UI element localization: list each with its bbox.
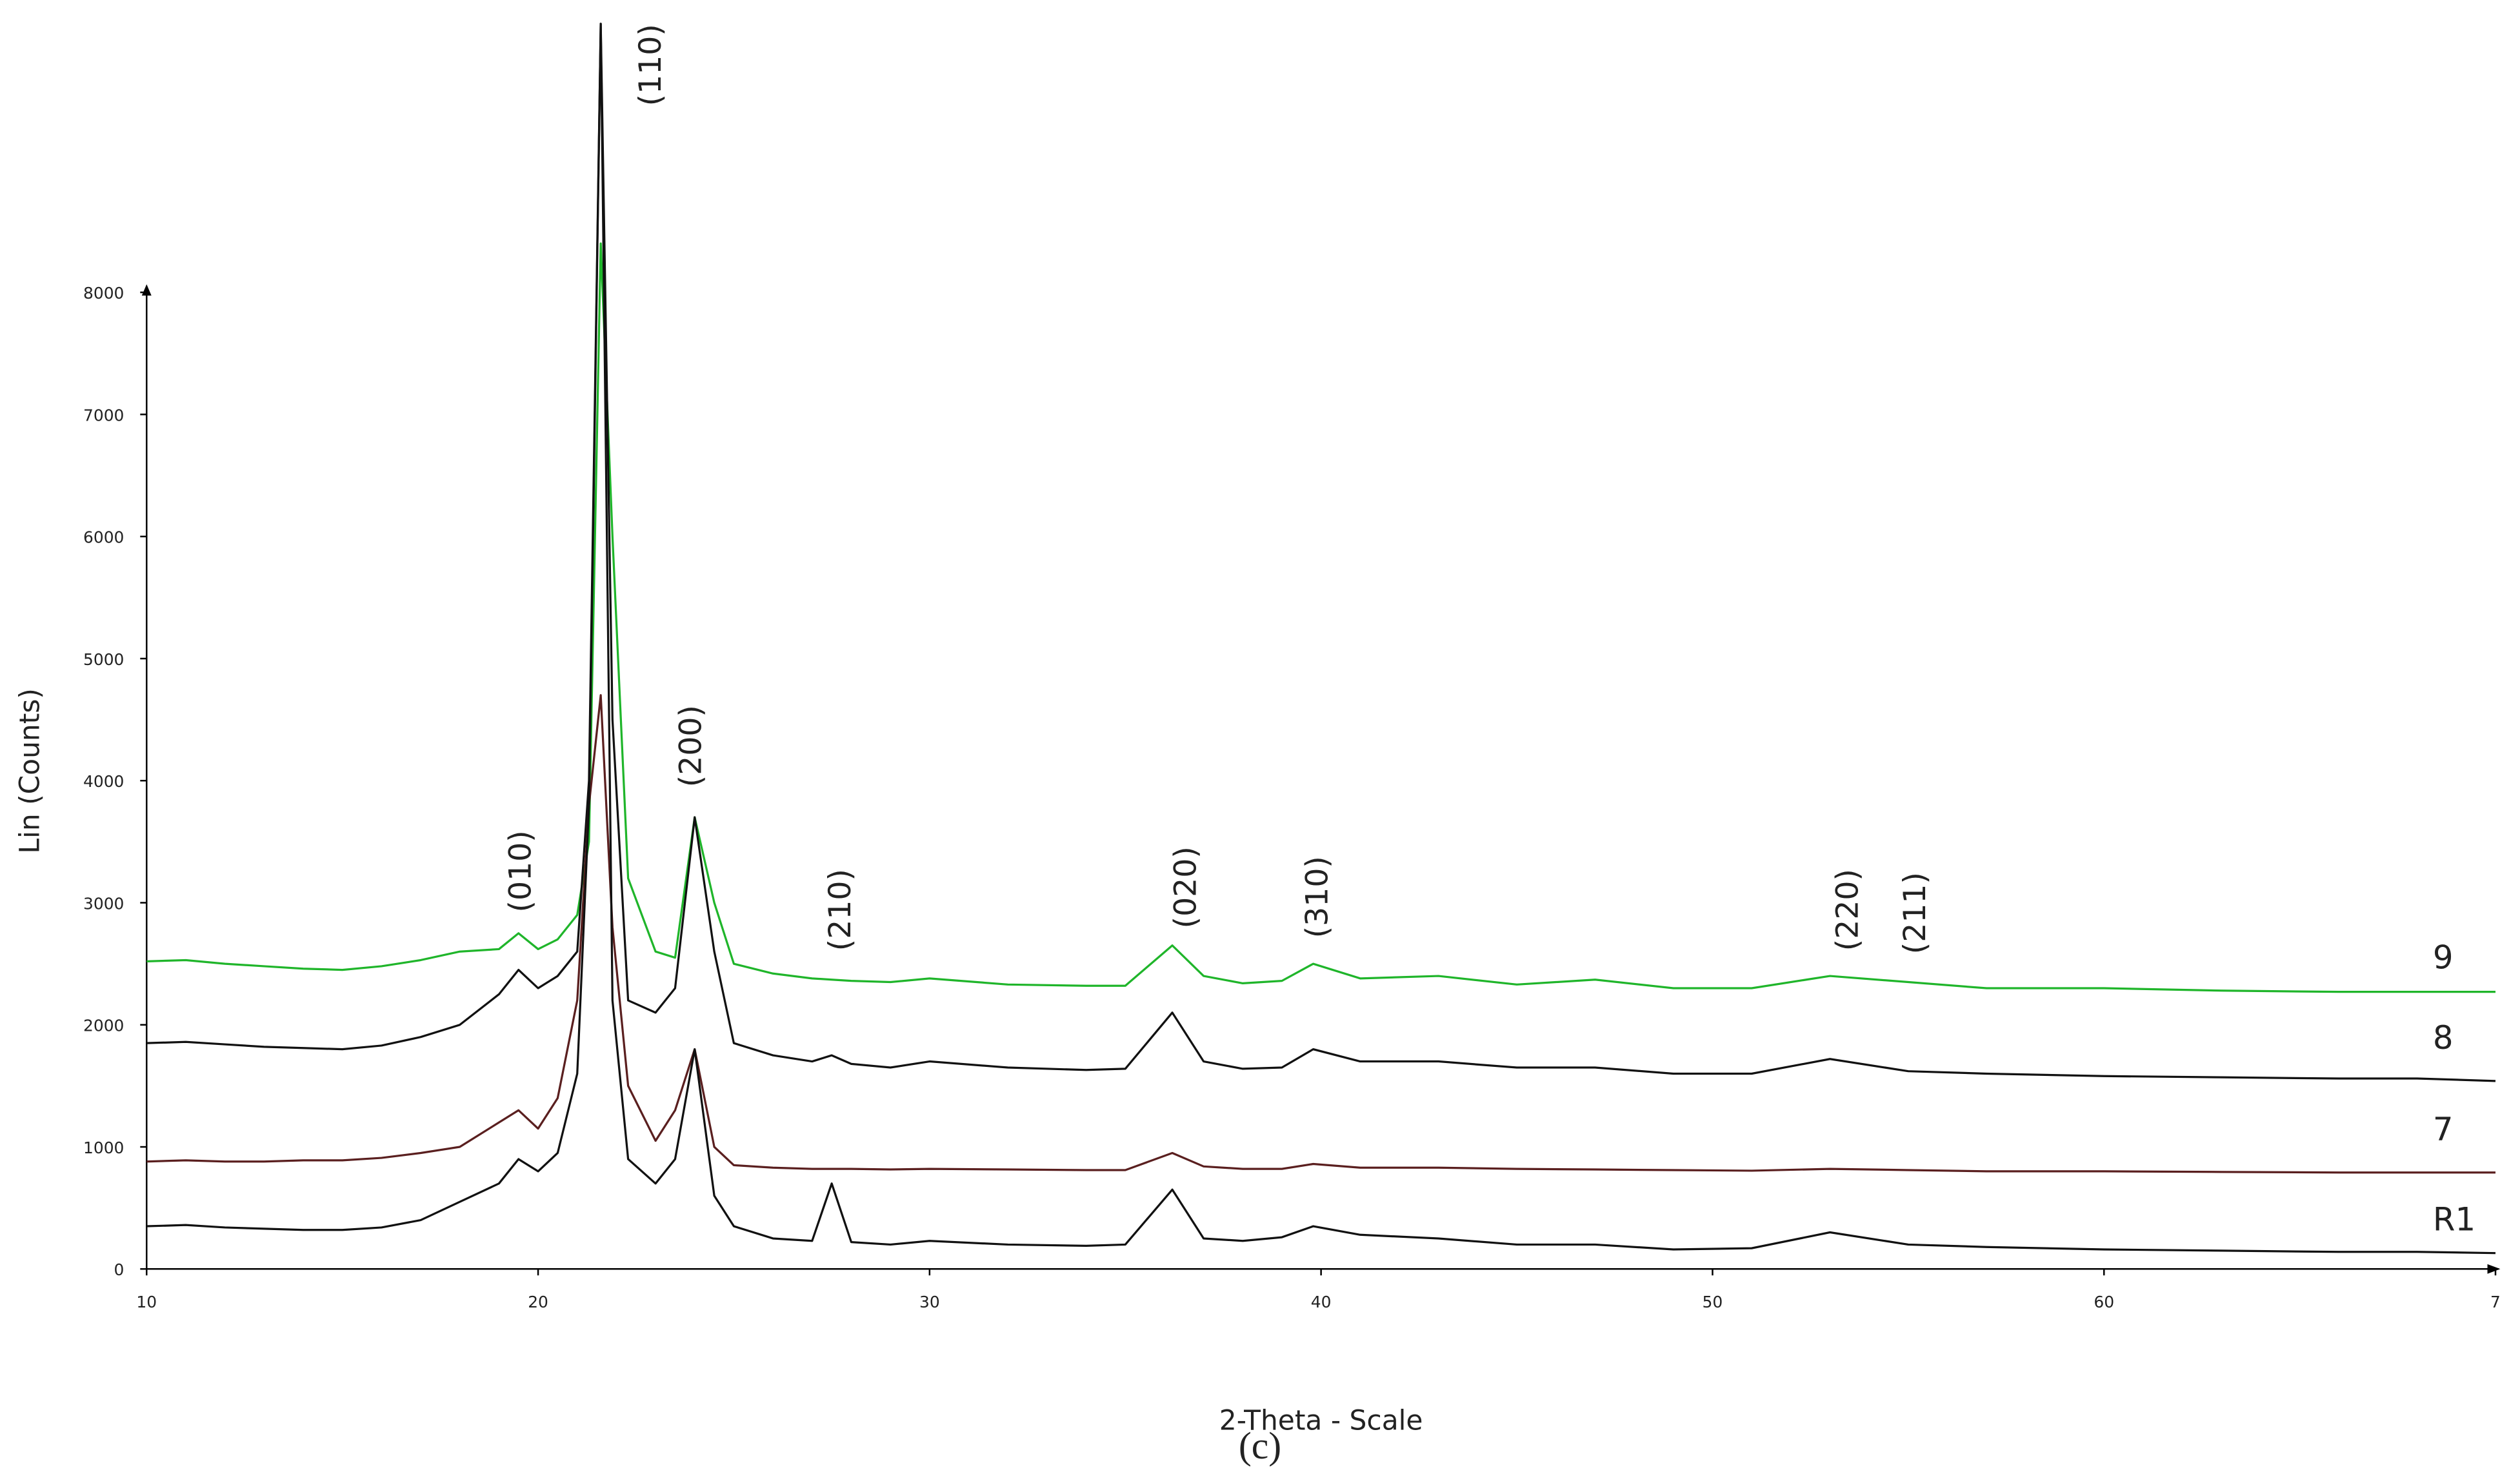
peak-label: (010)	[503, 830, 538, 912]
y-tick-label: 5000	[83, 650, 124, 669]
peak-label: (220)	[1830, 869, 1865, 951]
series-line	[146, 23, 2496, 1082]
caption: (c)	[1239, 1424, 1281, 1467]
peak-label: (020)	[1168, 846, 1203, 928]
peak-label: (200)	[673, 705, 708, 787]
peak-label: (110)	[633, 24, 668, 106]
x-tick-label: 40	[1311, 1293, 1332, 1311]
y-axis-label: Lin (Counts)	[14, 688, 45, 853]
x-tick-label: 10	[136, 1293, 157, 1311]
x-tick-label: 50	[1703, 1293, 1723, 1311]
series-line	[146, 694, 2495, 1174]
y-tick-label: 0	[114, 1260, 125, 1279]
y-tick-label: 8000	[83, 284, 124, 303]
y-tick-label: 6000	[83, 528, 124, 547]
series-label: 9	[2433, 939, 2454, 977]
x-tick-label: 20	[528, 1293, 548, 1311]
series-label: R1	[2433, 1201, 2475, 1238]
peak-label: (210)	[823, 869, 858, 951]
y-tick-label: 2000	[83, 1017, 124, 1035]
series-line	[146, 23, 2496, 1255]
series-line	[146, 242, 2495, 993]
axis-arrow	[141, 284, 152, 296]
series-label: 7	[2433, 1111, 2454, 1148]
y-tick-label: 4000	[83, 772, 124, 791]
peak-label: (310)	[1300, 856, 1335, 938]
peak-label: (211)	[1897, 872, 1933, 954]
y-tick-label: 7000	[83, 406, 124, 424]
x-tick-label: 30	[919, 1293, 940, 1311]
x-tick-label: 7	[2490, 1293, 2501, 1311]
y-tick-label: 3000	[83, 894, 124, 913]
axis-arrow	[2487, 1264, 2501, 1274]
y-tick-label: 1000	[83, 1138, 124, 1157]
x-tick-label: 60	[2094, 1293, 2114, 1311]
x-axis-label: 2-Theta - Scale	[1219, 1404, 1423, 1436]
series-label: 8	[2433, 1019, 2454, 1057]
